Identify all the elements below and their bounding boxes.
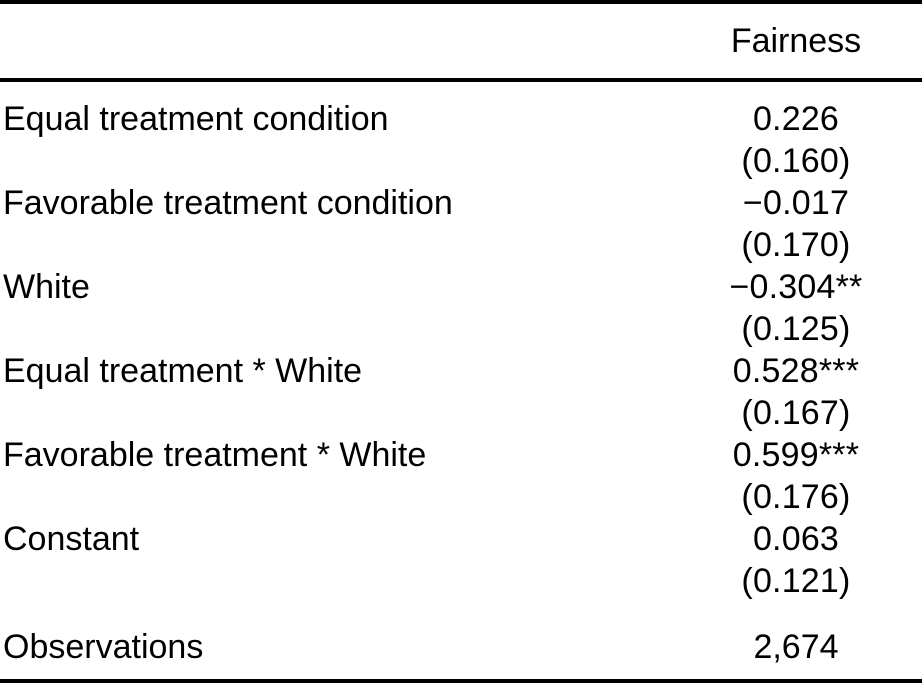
table-row-se: (0.121) (0, 560, 922, 602)
row-label: Favorable treatment * White (3, 436, 427, 474)
table-row: Constant 0.063 (0, 518, 922, 560)
table-row: Equal treatment * White 0.528*** (0, 350, 922, 392)
row-label: Equal treatment condition (3, 100, 389, 138)
row-label-empty (0, 224, 670, 266)
table-row: Favorable treatment condition −0.017 (0, 182, 922, 224)
row-label-empty (0, 392, 670, 434)
coefficient-value: 0.226 (752, 100, 840, 138)
table-row: White −0.304** (0, 266, 922, 308)
row-label: Constant (3, 520, 140, 558)
coefficient-value: 0.599*** (732, 436, 860, 474)
row-label-empty (0, 476, 670, 518)
coefficient-value: 0.063 (752, 520, 840, 558)
standard-error-value: (0.170) (741, 226, 851, 264)
row-label-empty (0, 560, 670, 602)
standard-error-value: (0.121) (741, 562, 851, 600)
standard-error-value: (0.125) (741, 310, 851, 348)
row-label-empty (0, 308, 670, 350)
coefficient-value: −0.017 (742, 184, 850, 222)
column-header-fairness: Fairness (730, 21, 862, 60)
standard-error-value: (0.160) (741, 142, 851, 180)
coefficient-value: 0.528*** (732, 352, 860, 390)
table-row-se: (0.176) (0, 476, 922, 518)
row-label: Equal treatment * White (3, 352, 363, 390)
standard-error-value: (0.167) (741, 394, 851, 432)
observations-label: Observations (3, 628, 204, 666)
coefficient-value: −0.304** (729, 268, 863, 306)
row-label: White (3, 268, 90, 306)
table-row: Equal treatment condition 0.226 (0, 98, 922, 140)
standard-error-value: (0.176) (741, 478, 851, 516)
table-row-se: (0.167) (0, 392, 922, 434)
table-row-se: (0.160) (0, 140, 922, 182)
table-header-row: Fairness (0, 4, 922, 82)
table-row-se: (0.170) (0, 224, 922, 266)
row-label: Favorable treatment condition (3, 184, 453, 222)
observations-row: Observations 2,674 (0, 626, 922, 668)
table-row-se: (0.125) (0, 308, 922, 350)
row-label-empty (0, 140, 670, 182)
table-row: Favorable treatment * White 0.599*** (0, 434, 922, 476)
observations-value: 2,674 (753, 628, 839, 666)
table-body: Equal treatment condition 0.226 (0.160) … (0, 82, 922, 668)
